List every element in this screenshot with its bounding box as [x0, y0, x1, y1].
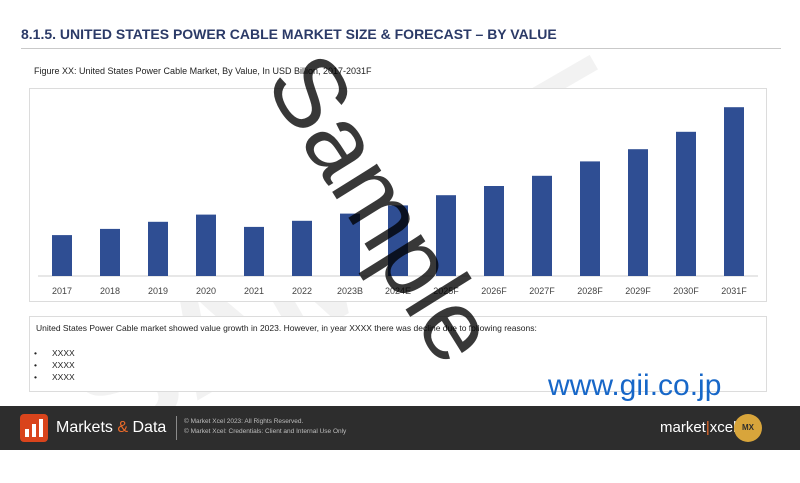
- bar-chart: 2017 2018 2019 2020 2021 2022 2023B 2024E 2025F 2…: [38, 107, 758, 296]
- usage-note: © Market Xcel: Credentials: Client and I…: [184, 428, 347, 435]
- markets-and-data-logo-icon: [20, 414, 48, 442]
- bar-2031F: [724, 107, 744, 276]
- x-tick-label: 2028F: [577, 286, 603, 296]
- x-tick-label: 2019: [148, 286, 168, 296]
- bar-2019: [148, 221, 168, 276]
- bar-2021: [244, 226, 264, 276]
- x-tick-label: 2030F: [673, 286, 699, 296]
- bar-2025F: [436, 195, 456, 276]
- bullet-list: • XXXX • XXXX • XXXX: [34, 347, 75, 383]
- page-title: 8.1.5. UNITED STATES POWER CABLE MARKET …: [21, 26, 557, 42]
- bullet-item: • XXXX: [34, 360, 75, 370]
- bar-2027F: [532, 175, 552, 276]
- bar-2024E: [388, 205, 408, 276]
- x-tick-label: 2020: [196, 286, 216, 296]
- bar-2017: [52, 235, 72, 276]
- chart-panel: 2017 2018 2019 2020 2021 2022 2023B 2024E 2025F 2…: [29, 88, 767, 302]
- x-tick-label: 2024E: [385, 286, 411, 296]
- title-divider: [21, 48, 781, 49]
- bullet-item: • XXXX: [34, 372, 75, 382]
- bar-2030F: [676, 131, 696, 276]
- x-tick-label: 2026F: [481, 286, 507, 296]
- summary-panel: United States Power Cable market showed …: [29, 316, 767, 392]
- copyright-note: © Market Xcel 2023: All Rights Reserved.: [184, 418, 304, 425]
- summary-text: United States Power Cable market showed …: [36, 323, 537, 333]
- market-xcel-brand: market|xcel: [660, 419, 737, 436]
- x-tick-label: 2023B: [337, 286, 363, 296]
- x-tick-label: 2022: [292, 286, 312, 296]
- x-tick-label: 2018: [100, 286, 120, 296]
- bar-2026F: [484, 186, 504, 276]
- footer-notes: © Market Xcel 2023: All Rights Reserved.…: [184, 417, 346, 437]
- bar-2023B: [340, 213, 360, 276]
- figure-caption: Figure XX: United States Power Cable Mar…: [34, 66, 372, 76]
- bar-2022: [292, 220, 312, 276]
- x-tick-label: 2017: [52, 286, 72, 296]
- x-tick-label: 2027F: [529, 286, 555, 296]
- x-tick-label: 2029F: [625, 286, 651, 296]
- footer-bar: Markets & Data © Market Xcel 2023: All R…: [0, 406, 800, 450]
- bar-2028F: [580, 161, 600, 276]
- footer-divider: [176, 416, 177, 440]
- bar-2020: [196, 214, 216, 276]
- market-xcel-badge-icon: MX: [734, 414, 762, 442]
- x-tick-label: 2031F: [721, 286, 747, 296]
- source-url-watermark: www.gii.co.jp: [548, 369, 722, 402]
- footer-brand: Markets & Data: [56, 419, 167, 436]
- bullet-item: • XXXX: [34, 348, 75, 358]
- x-tick-label: 2021: [244, 286, 264, 296]
- x-tick-label: 2025F: [433, 286, 459, 296]
- bar-2029F: [628, 149, 648, 276]
- bar-2018: [100, 228, 120, 276]
